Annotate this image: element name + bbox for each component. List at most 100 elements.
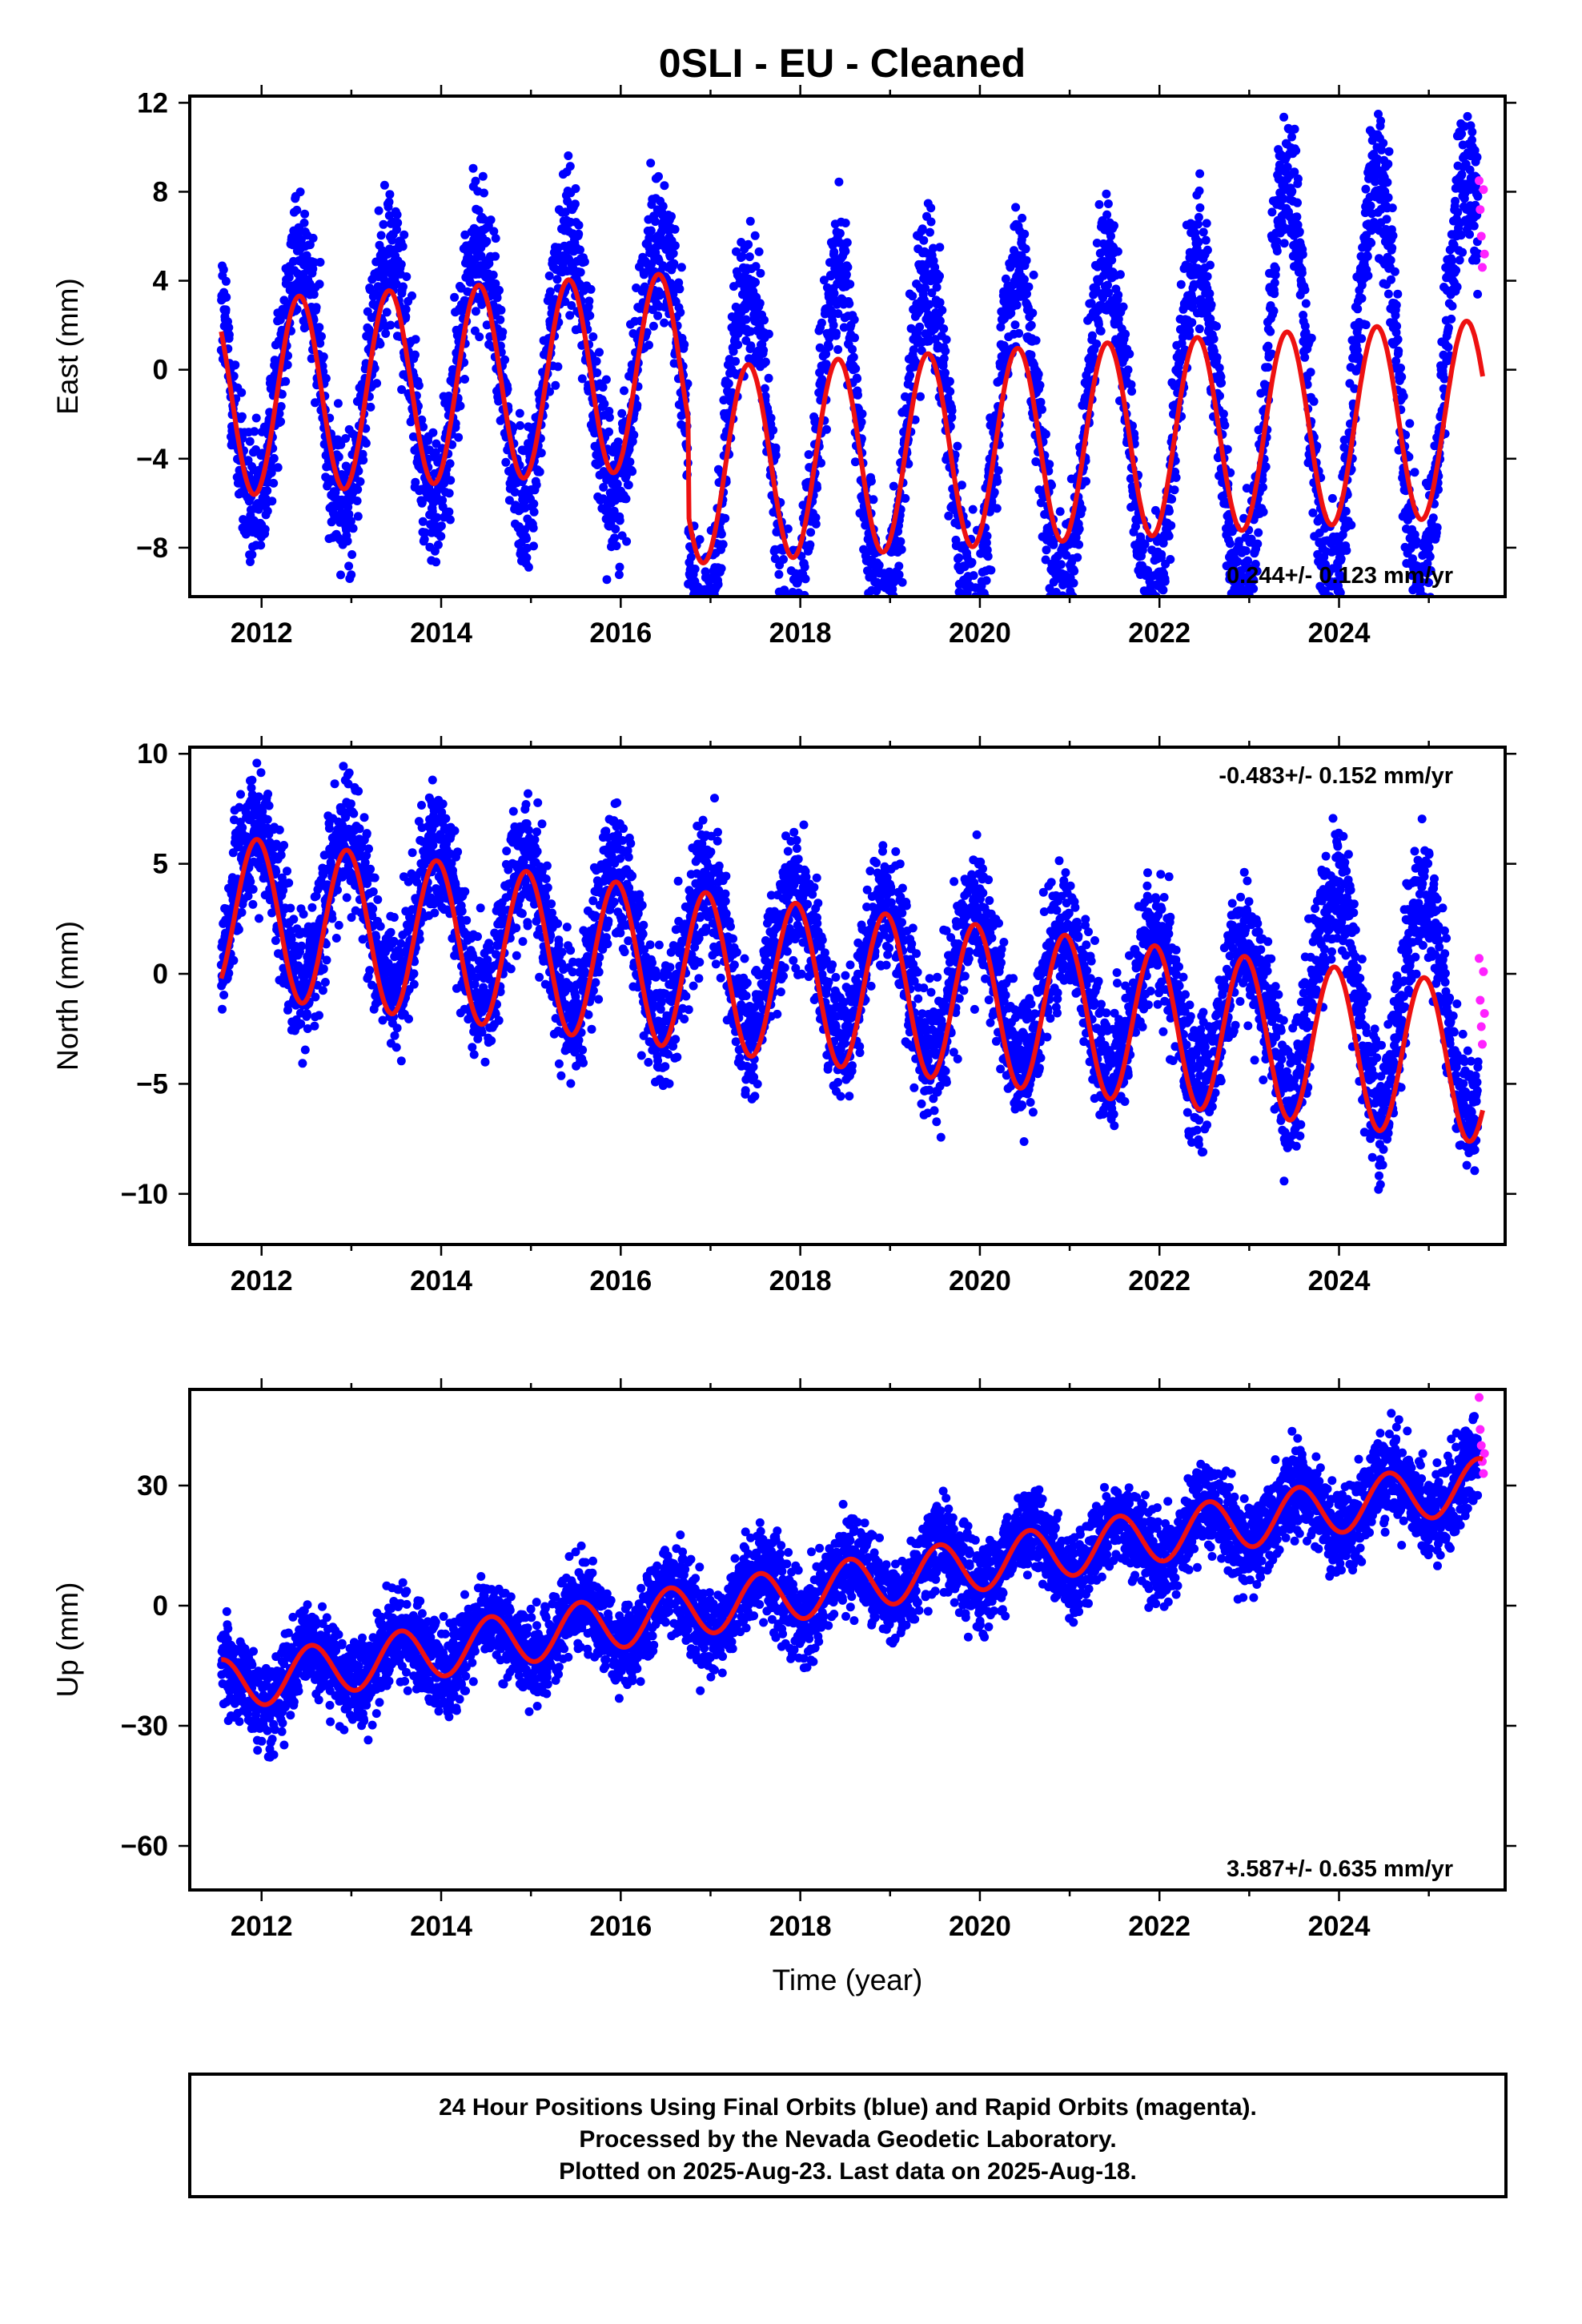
east-point (604, 412, 614, 422)
east-point (733, 340, 743, 349)
east-point (709, 605, 717, 613)
east-point (873, 625, 882, 634)
east-point (277, 389, 287, 399)
east-point (782, 609, 791, 618)
east-point (1372, 154, 1382, 163)
east-point (965, 649, 974, 658)
east-point (881, 678, 890, 687)
east-point (1047, 480, 1056, 490)
east-point (1236, 638, 1245, 647)
east-point (590, 428, 600, 438)
east-point (841, 219, 850, 227)
east-point (317, 332, 326, 341)
east-point (850, 457, 860, 467)
east-point (256, 541, 266, 550)
east-point (315, 279, 324, 289)
east-point (1235, 649, 1243, 658)
east-point (695, 610, 704, 619)
east-point (576, 245, 584, 255)
east-point (1060, 604, 1069, 613)
east-point (1019, 275, 1029, 284)
east-point (436, 532, 446, 541)
east-point (1309, 396, 1319, 406)
east-point (706, 632, 715, 641)
east-point (474, 206, 484, 215)
east-point (731, 356, 741, 366)
east-point (965, 660, 974, 669)
east-point (935, 243, 945, 252)
east-point (1014, 328, 1024, 338)
east-point (283, 351, 292, 360)
east-point (574, 220, 584, 230)
east-point (494, 396, 504, 406)
east-point (687, 633, 696, 641)
east-point (790, 658, 799, 667)
east-point (1246, 597, 1255, 606)
east-point (433, 540, 443, 549)
east-point (969, 571, 978, 581)
east-point (1106, 231, 1115, 241)
east-point (1322, 599, 1331, 608)
east-point (879, 610, 888, 619)
east-point (825, 342, 834, 352)
east-point (877, 624, 886, 633)
east-point (717, 564, 726, 573)
east-point (1034, 369, 1043, 379)
east-point (1212, 352, 1222, 362)
east-point (599, 483, 608, 492)
east-point (1107, 255, 1117, 265)
east-point (941, 346, 950, 356)
east-point (479, 215, 488, 224)
east-point (629, 430, 639, 440)
east-point (1239, 602, 1248, 611)
east-point (1125, 349, 1134, 359)
east-point (1357, 334, 1367, 344)
east-point (1258, 475, 1267, 485)
east-point (1206, 314, 1215, 324)
east-point (491, 251, 500, 261)
east-point (646, 226, 656, 235)
east-point (263, 506, 272, 516)
east-point (1235, 537, 1244, 546)
east-point (1022, 289, 1031, 299)
east-point (495, 286, 504, 295)
east-point (786, 672, 795, 681)
east-point (1327, 600, 1335, 609)
east-point (755, 299, 765, 308)
east-point (419, 422, 428, 432)
east-point (571, 184, 580, 193)
east-point (717, 529, 726, 539)
east-point (760, 316, 769, 325)
east-point (532, 480, 541, 489)
east-point (1063, 643, 1072, 652)
east-point (1353, 304, 1363, 314)
east-point (482, 320, 492, 330)
east-point (754, 247, 764, 256)
east-point (1390, 267, 1399, 276)
east-point (588, 332, 598, 341)
east-point (524, 562, 533, 572)
east-point (632, 400, 642, 410)
east-point (408, 291, 416, 300)
east-point (516, 420, 525, 430)
east-point (693, 599, 701, 608)
east-point (1279, 194, 1288, 203)
east-point (1383, 178, 1392, 187)
east-point (468, 163, 478, 173)
east-point (648, 321, 658, 331)
east-point (1261, 462, 1271, 472)
east-point (990, 488, 999, 497)
east-point (1146, 656, 1154, 665)
east-point (935, 271, 944, 281)
east-point (417, 415, 427, 424)
east-point (613, 437, 623, 447)
east-point (822, 424, 831, 434)
east-point (1143, 659, 1152, 668)
east-point (1377, 145, 1386, 155)
east-point (1417, 603, 1426, 612)
east-point (1074, 540, 1084, 549)
east-point (646, 159, 656, 168)
east-point (570, 199, 580, 209)
east-point (1207, 300, 1216, 310)
east-point (1158, 585, 1168, 595)
